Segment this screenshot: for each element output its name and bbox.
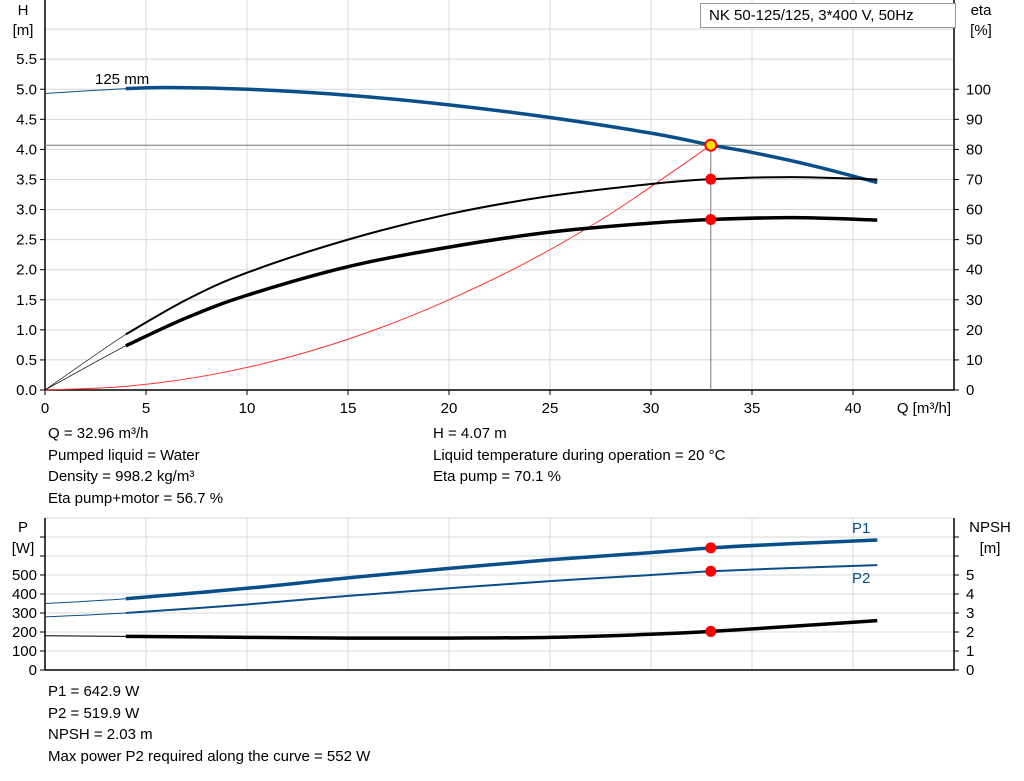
result-liquid: Pumped liquid = Water (48, 447, 200, 464)
y-tick-label-left: 0.0 (16, 382, 37, 399)
pump-title-box: NK 50-125/125, 3*400 V, 50Hz (700, 3, 956, 28)
y-axis-label-right: NPSH (969, 519, 1011, 536)
y-tick-label-right: 3 (966, 605, 974, 622)
y-tick-label-right: 4 (966, 586, 974, 603)
result-temp: Liquid temperature during operation = 20… (433, 447, 726, 464)
p1-curve (125, 538, 878, 601)
y-tick-label-left: 1.0 (16, 322, 37, 339)
y-tick-label-right: 60 (966, 202, 983, 219)
eta-total-curve (125, 215, 878, 348)
x-axis-label: Q [m³/h] (897, 400, 951, 417)
y-tick-label-left: 100 (12, 643, 37, 660)
y-tick-label-right: 30 (966, 292, 983, 309)
operating-point-npsh (705, 625, 717, 637)
x-tick-label: 20 (441, 400, 458, 417)
y-tick-label-right: 80 (966, 141, 983, 158)
y-tick-label-left: 4.0 (16, 141, 37, 158)
y-tick-label-right: 5 (966, 567, 974, 584)
system-curve-thin (44, 144, 712, 391)
y-tick-label-right: 50 (966, 232, 983, 249)
p2-label: P2 (852, 570, 870, 587)
y-axis-unit-right: [m] (980, 540, 1001, 557)
y-tick-label-right: 2 (966, 624, 974, 641)
operating-point-head (704, 138, 718, 152)
y-tick-label-left: 1.5 (16, 292, 37, 309)
y-tick-label-right: 10 (966, 352, 983, 369)
result-eta-pump: Eta pump = 70.1 % (433, 468, 561, 485)
y-tick-label-left: 4.5 (16, 111, 37, 128)
y-tick-label-right: 90 (966, 111, 983, 128)
y-axis-label-right: eta (971, 2, 993, 19)
y-tick-label-left: 400 (12, 586, 37, 603)
eta-pump-curve (125, 176, 878, 336)
y-tick-label-right: 1 (966, 643, 974, 660)
y-tick-label-left: 0.5 (16, 352, 37, 369)
y-tick-label-left: 3.5 (16, 171, 37, 188)
y-axis-label-left: P (18, 519, 28, 536)
npsh-curve (125, 618, 878, 640)
x-tick-label: 35 (744, 400, 761, 417)
result-npsh: NPSH = 2.03 m (48, 726, 153, 743)
y-axis-label-left: H (18, 2, 29, 19)
y-axis-unit-left: [m] (13, 22, 34, 39)
head-curve (125, 85, 878, 185)
y-tick-label-left: 5.0 (16, 81, 37, 98)
y-tick-label-left: 5.5 (16, 51, 37, 68)
operating-point-eta-total (705, 213, 717, 225)
operating-point-eta-pump (705, 173, 717, 185)
result-p2: P2 = 519.9 W (48, 705, 140, 722)
y-tick-label-left: 200 (12, 624, 37, 641)
y-tick-label-right: 0 (966, 662, 974, 679)
result-p1: P1 = 642.9 W (48, 683, 140, 700)
p2-curve (125, 564, 878, 614)
y-tick-label-left: 2.0 (16, 262, 37, 279)
y-tick-label-left: 2.5 (16, 232, 37, 249)
result-h: H = 4.07 m (433, 425, 507, 442)
x-tick-label: 30 (643, 400, 660, 417)
y-axis-unit-left: [W] (12, 540, 35, 557)
operating-point-p2 (705, 565, 717, 577)
result-q: Q = 32.96 m³/h (48, 425, 149, 442)
y-tick-label-right: 0 (966, 382, 974, 399)
x-tick-label: 25 (542, 400, 559, 417)
y-tick-label-left: 3.0 (16, 202, 37, 219)
y-axis-unit-right: [%] (970, 22, 992, 39)
curve-label-impeller: 125 mm (95, 71, 149, 88)
x-tick-label: 40 (845, 400, 862, 417)
p1-label: P1 (852, 520, 870, 537)
y-tick-label-left: 0 (29, 662, 37, 679)
result-pmax: Max power P2 required along the curve = … (48, 748, 371, 765)
y-tick-label-left: 500 (12, 567, 37, 584)
x-tick-label: 10 (239, 400, 256, 417)
x-tick-label: 15 (340, 400, 357, 417)
operating-point-p1 (705, 542, 717, 554)
y-tick-label-right: 70 (966, 171, 983, 188)
y-tick-label-right: 100 (966, 81, 991, 98)
y-tick-label-right: 20 (966, 322, 983, 339)
x-tick-label: 5 (142, 400, 150, 417)
result-eta-total: Eta pump+motor = 56.7 % (48, 490, 224, 507)
y-tick-label-left: 300 (12, 605, 37, 622)
y-tick-label-right: 40 (966, 262, 983, 279)
x-tick-label: 0 (41, 400, 49, 417)
result-density: Density = 998.2 kg/m³ (48, 468, 195, 485)
